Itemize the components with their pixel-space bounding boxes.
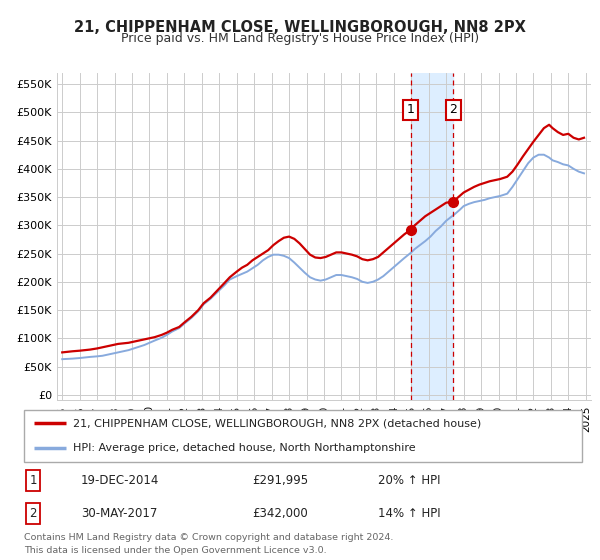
- Text: 1: 1: [407, 103, 415, 116]
- Text: 1: 1: [29, 474, 37, 487]
- Text: £291,995: £291,995: [252, 474, 308, 487]
- Text: HPI: Average price, detached house, North Northamptonshire: HPI: Average price, detached house, Nort…: [73, 444, 416, 454]
- Text: £342,000: £342,000: [252, 507, 308, 520]
- Text: Price paid vs. HM Land Registry's House Price Index (HPI): Price paid vs. HM Land Registry's House …: [121, 32, 479, 45]
- Text: Contains HM Land Registry data © Crown copyright and database right 2024.
This d: Contains HM Land Registry data © Crown c…: [24, 533, 394, 554]
- Bar: [410, 73, 454, 400]
- Text: 19-DEC-2014: 19-DEC-2014: [81, 474, 160, 487]
- FancyBboxPatch shape: [24, 410, 582, 462]
- Text: 21, CHIPPENHAM CLOSE, WELLINGBOROUGH, NN8 2PX (detached house): 21, CHIPPENHAM CLOSE, WELLINGBOROUGH, NN…: [73, 418, 481, 428]
- Text: 20% ↑ HPI: 20% ↑ HPI: [378, 474, 440, 487]
- Text: 30-MAY-2017: 30-MAY-2017: [81, 507, 157, 520]
- Text: 21, CHIPPENHAM CLOSE, WELLINGBOROUGH, NN8 2PX: 21, CHIPPENHAM CLOSE, WELLINGBOROUGH, NN…: [74, 20, 526, 35]
- Text: 2: 2: [449, 103, 457, 116]
- Text: 2: 2: [29, 507, 37, 520]
- Text: 14% ↑ HPI: 14% ↑ HPI: [378, 507, 440, 520]
